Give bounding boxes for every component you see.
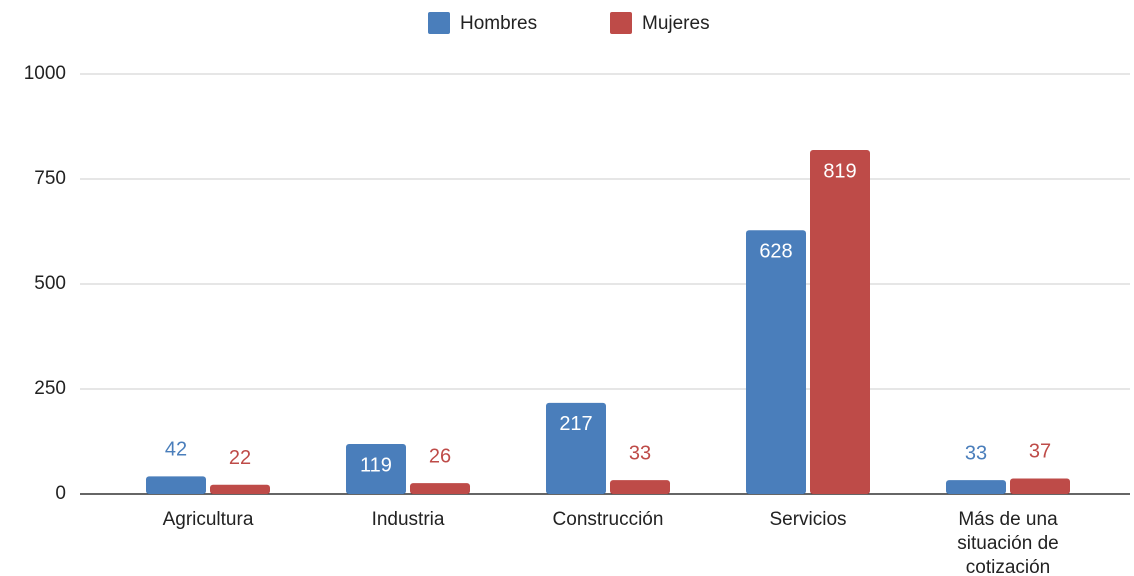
bar (610, 480, 670, 494)
y-tick-label: 1000 (24, 63, 66, 84)
x-tick-label: Industria (372, 509, 445, 530)
bar (810, 150, 870, 494)
y-tick-label: 250 (34, 378, 66, 399)
value-label: 37 (1029, 441, 1051, 463)
legend-swatch (428, 12, 450, 34)
value-label: 33 (629, 442, 651, 464)
x-tick-label-line: cotización (966, 557, 1051, 576)
y-tick-label: 0 (55, 483, 66, 504)
value-label: 42 (165, 439, 187, 461)
bar (210, 484, 270, 494)
bar (346, 444, 406, 494)
legend-label: Hombres (460, 13, 537, 34)
legend-label: Mujeres (642, 13, 710, 34)
value-label: 26 (429, 445, 451, 467)
value-label: 217 (559, 413, 592, 435)
y-tick-label: 500 (34, 273, 66, 294)
value-label: 119 (360, 454, 392, 476)
x-tick-label-line: Más de una (958, 509, 1058, 530)
value-label: 33 (965, 442, 987, 464)
bar (410, 483, 470, 494)
x-tick-label: Construcción (553, 509, 664, 530)
x-tick-label: Servicios (769, 509, 846, 530)
x-tick-label: Agricultura (163, 509, 254, 530)
legend-swatch (610, 12, 632, 34)
bar (546, 402, 606, 494)
bar (146, 476, 206, 494)
x-tick-label-line: situación de (957, 533, 1058, 554)
value-label: 819 (823, 160, 856, 182)
bar (946, 480, 1006, 494)
value-label: 22 (229, 447, 251, 469)
bar (1010, 478, 1070, 494)
value-label: 628 (759, 241, 792, 263)
x-tick-label: Más de una situación de cotización (957, 509, 1058, 576)
bar (746, 230, 806, 495)
y-tick-label: 750 (34, 168, 66, 189)
